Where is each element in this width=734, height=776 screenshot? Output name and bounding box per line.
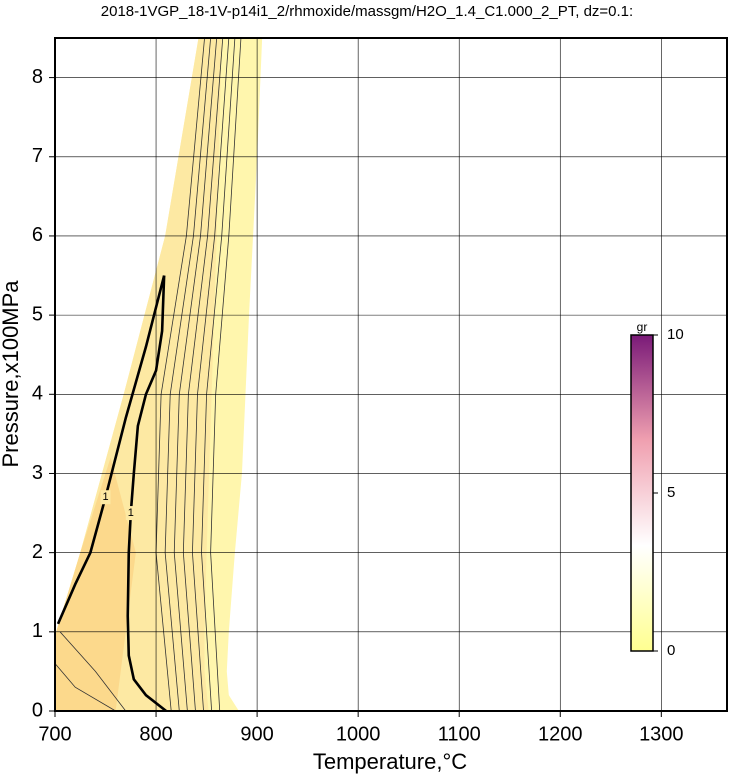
plot-frame bbox=[54, 37, 728, 712]
contour-line bbox=[59, 631, 127, 711]
contour-label-bg bbox=[125, 506, 136, 521]
y-tick-label: 8 bbox=[32, 66, 43, 88]
colorbar bbox=[630, 334, 654, 652]
x-tick-label: 1000 bbox=[336, 723, 381, 745]
y-tick-label: 0 bbox=[32, 699, 43, 721]
contour-line bbox=[55, 663, 116, 711]
y-tick-label: 2 bbox=[32, 541, 43, 563]
chart-title: 2018-1VGP_18-1V-p14i1_2/rhmoxide/massgm/… bbox=[101, 3, 633, 20]
contour-label: 1 bbox=[102, 491, 108, 503]
x-tick-label: 1100 bbox=[438, 723, 481, 745]
x-tick-label: 1200 bbox=[538, 723, 583, 745]
contour-label-bg bbox=[100, 490, 111, 505]
y-tick-label: 5 bbox=[32, 303, 43, 325]
colorbar-tick-label: 5 bbox=[667, 484, 675, 501]
x-tick-label: 800 bbox=[139, 723, 172, 745]
colorbar-tick-label: 10 bbox=[667, 326, 684, 343]
y-tick-label: 1 bbox=[32, 620, 43, 642]
colorbar-tick-label: 0 bbox=[667, 642, 675, 659]
axes: 0 1 2 3 4 5 6 7 8 700 800 900 1000 1100 1200 1300 gr 0 5 10 bbox=[32, 37, 728, 745]
y-tick-label: 4 bbox=[32, 383, 43, 405]
x-tick-label: 1300 bbox=[639, 723, 684, 745]
x-tick-label: 700 bbox=[38, 723, 71, 745]
y-tick-label: 3 bbox=[32, 462, 43, 484]
y-axis-label: Pressure,x100MPa bbox=[0, 280, 23, 468]
y-tick-label: 6 bbox=[32, 224, 43, 246]
plot-area: 11 bbox=[55, 38, 263, 711]
contour-label: 1 bbox=[128, 507, 134, 519]
x-tick-label: 900 bbox=[240, 723, 273, 745]
contour-region bbox=[55, 457, 136, 711]
x-axis-label: Temperature,°C bbox=[313, 749, 467, 774]
colorbar-label: gr bbox=[637, 320, 648, 334]
y-tick-label: 7 bbox=[32, 145, 43, 167]
